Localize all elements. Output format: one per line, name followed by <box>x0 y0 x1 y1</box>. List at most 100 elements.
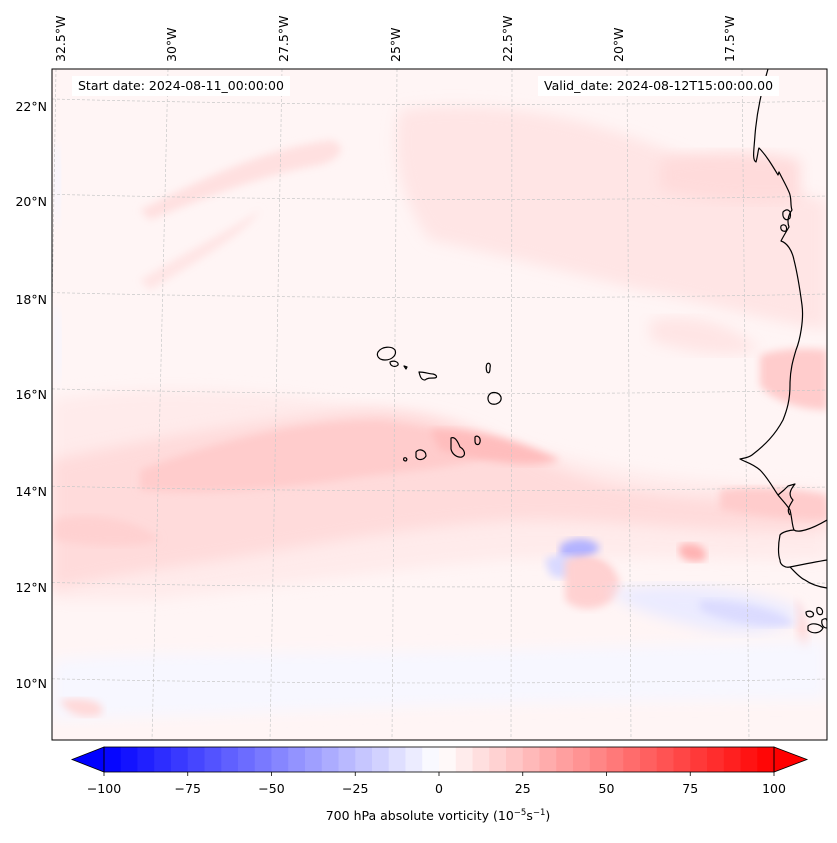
colorbar-level-cell <box>154 747 172 772</box>
latitude-gridline <box>52 485 827 492</box>
colorbar-tick-label: −50 <box>258 781 285 796</box>
colorbar-level-cell <box>372 747 390 772</box>
colorbar-tick-label: 25 <box>514 781 531 796</box>
colorbar-level-cell <box>573 747 591 772</box>
colorbar-level-cell <box>104 747 122 772</box>
colorbar-level-cell <box>204 747 222 772</box>
vorticity-contour <box>140 210 260 290</box>
colorbar-level-cell <box>506 747 524 772</box>
colorbar-level-cell <box>556 747 574 772</box>
arguin-island <box>780 224 788 232</box>
vorticity-contour <box>52 640 827 720</box>
lat-label-12n: 12°N <box>15 580 47 595</box>
lat-label-22n: 22°N <box>15 99 47 114</box>
vorticity-contour <box>60 698 103 717</box>
units-exponent: −5 <box>513 808 527 818</box>
colorbar-level-cell <box>489 747 507 772</box>
units-seconds: s <box>526 808 533 824</box>
colorbar-level-cell <box>422 747 440 772</box>
colorbar-level-cell <box>254 747 272 772</box>
vorticity-contour <box>700 600 795 627</box>
lon-label-22-5w: 22.5°W <box>500 15 515 62</box>
colorbar-level-cell <box>221 747 239 772</box>
vorticity-contour <box>679 543 706 562</box>
bissagos-island <box>816 606 824 616</box>
longitude-gridline <box>510 69 513 740</box>
map-frame <box>51 68 828 741</box>
colorbar-level-cell <box>640 747 658 772</box>
vorticity-contour <box>565 556 620 609</box>
colorbar-title-text: 700 hPa absolute vorticity ( <box>325 808 498 824</box>
longitude-gridline <box>626 69 632 740</box>
vorticity-contour <box>430 429 560 465</box>
colorbar-level-cell <box>238 747 256 772</box>
lat-label-20n: 20°N <box>15 194 47 209</box>
colorbar-extend-min <box>70 746 105 773</box>
vorticity-contour <box>140 140 341 220</box>
lon-label-17-5w: 17.5°W <box>722 15 737 62</box>
colorbar-tick-label: 75 <box>682 781 699 796</box>
colorbar-title: 700 hPa absolute vorticity (10−5s−1) <box>0 808 837 823</box>
vorticity-contour <box>760 348 827 410</box>
longitude-gridline <box>741 69 750 740</box>
colorbar-extend-max <box>773 746 809 773</box>
colorbar-level-cell <box>321 747 339 772</box>
lon-label-30w: 30°W <box>164 27 179 62</box>
island-sao-nicolau <box>418 371 438 381</box>
coastline-gambia-guinea-bissau <box>777 529 827 568</box>
lat-label-14n: 14°N <box>15 484 47 499</box>
lon-label-20w: 20°W <box>611 27 626 62</box>
longitude-gridline <box>391 69 398 740</box>
colorbar-level-cell <box>355 747 373 772</box>
bissagos-island <box>821 618 827 629</box>
start-date-label: Start date: 2024-08-11_00:00:00 <box>72 76 290 96</box>
island-sal <box>485 362 491 374</box>
lon-label-25w: 25°W <box>388 27 403 62</box>
colorbar-tick-label: −75 <box>174 781 201 796</box>
units-base: 10 <box>497 808 514 824</box>
lat-label-18n: 18°N <box>15 292 47 307</box>
colorbar-level-cell <box>120 747 138 772</box>
colorbar-level-cell <box>305 747 323 772</box>
island-santo-antao <box>376 346 397 361</box>
colorbar-level-cell <box>606 747 624 772</box>
graticule <box>52 69 827 740</box>
colorbar-level-cell <box>723 747 741 772</box>
units-seconds-exponent: −1 <box>532 808 546 818</box>
island-fogo <box>415 449 427 461</box>
colorbar-level-cell <box>740 747 758 772</box>
colorbar-level-cell <box>757 747 775 772</box>
colorbar-level-cell <box>388 747 406 772</box>
bissagos-island <box>807 623 824 634</box>
island-boa-vista <box>487 391 502 405</box>
vorticity-contour <box>54 300 62 390</box>
colorbar-tick-label: 50 <box>598 781 615 796</box>
island-maio <box>474 435 481 446</box>
vorticity-contour <box>55 516 160 546</box>
colorbar-level-cell <box>187 747 205 772</box>
latitude-gridline <box>52 582 827 588</box>
colorbar <box>70 746 809 776</box>
coastlines <box>376 69 827 634</box>
colorbar-level-cell <box>690 747 708 772</box>
coastline-west-africa <box>739 69 827 532</box>
colorbar-level-cell <box>472 747 490 772</box>
latitude-gridline <box>52 388 827 395</box>
lon-label-27-5w: 27.5°W <box>276 15 291 62</box>
vorticity-contour <box>660 152 800 202</box>
colorbar-level-cell <box>455 747 473 772</box>
colorbar-level-cell <box>439 747 457 772</box>
colorbar-level-cell <box>137 747 155 772</box>
longitude-gridline <box>52 69 57 335</box>
colorbar-level-cell <box>171 747 189 772</box>
lat-label-16n: 16°N <box>15 387 47 402</box>
longitude-gridline <box>269 69 283 740</box>
island-sao-vicente <box>389 360 399 368</box>
field-contours <box>52 106 827 720</box>
latitude-gridline <box>52 193 827 200</box>
colorbar-level-cell <box>405 747 423 772</box>
vorticity-field <box>52 69 827 740</box>
vorticity-contour <box>650 317 760 355</box>
